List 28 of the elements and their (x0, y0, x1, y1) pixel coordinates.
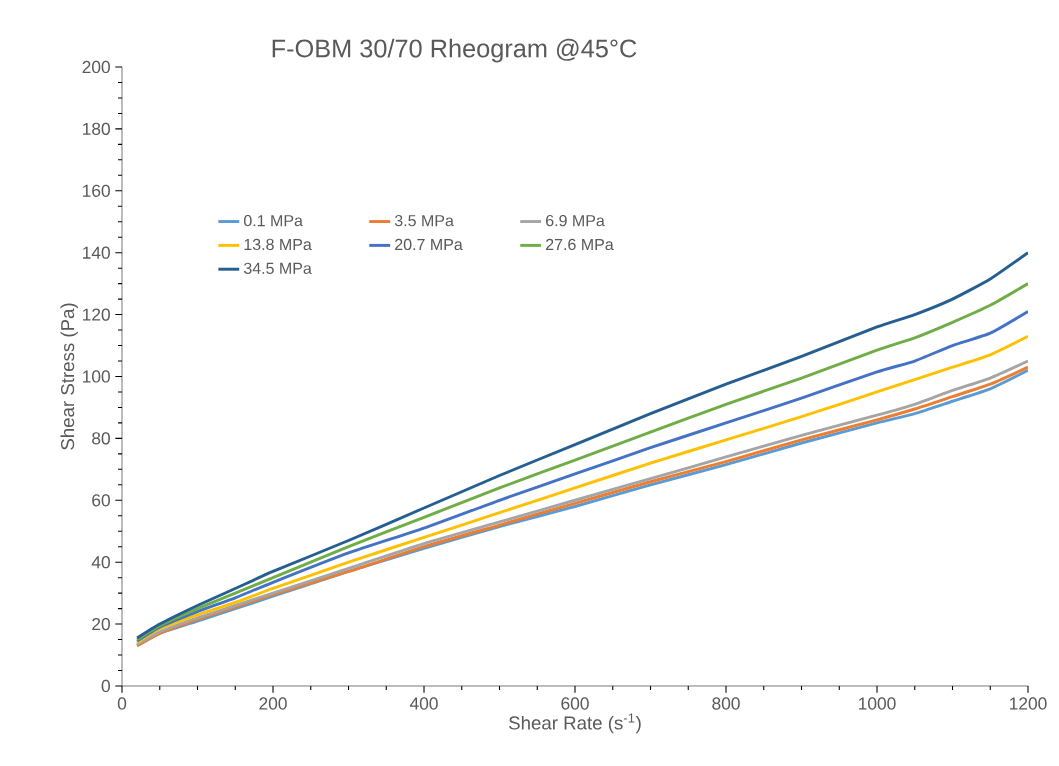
legend-label: 27.6 MPa (546, 238, 614, 251)
x-tick-label: 800 (712, 697, 740, 710)
x-tick-label: 1200 (1010, 697, 1047, 710)
x-axis-title: Shear Rate (s$^{-1}$) (509, 713, 641, 734)
legend-label: 6.9 MPa (546, 214, 605, 227)
chart-title: F-OBM 30/70 Rheogram @45°C (272, 38, 637, 63)
y-tick-label: 80 (92, 432, 110, 445)
y-axis-title: Shear Stress (Pa) (60, 303, 78, 450)
y-tick-label: 120 (83, 308, 110, 321)
legend-label: 34.5 MPa (243, 262, 312, 274)
x-tick-label: 400 (409, 697, 438, 710)
y-tick-label: 200 (82, 60, 110, 74)
legend-label: 0.1 MPa (243, 214, 303, 227)
legend-label: 20.7 MPa (395, 238, 463, 251)
y-tick-label: 0 (101, 679, 110, 693)
y-tick-label: 100 (83, 370, 110, 383)
y-tick-label: 140 (83, 246, 110, 259)
legend-label: 13.8 MPa (244, 238, 312, 251)
y-tick-label: 60 (92, 494, 110, 507)
y-tick-label: 20 (92, 617, 110, 631)
x-tick-label: 0 (117, 697, 127, 710)
x-tick-label: 600 (561, 697, 589, 710)
x-tick-label: 1000 (859, 697, 896, 710)
y-tick-label: 160 (83, 184, 110, 197)
legend-label: 3.5 MPa (394, 214, 454, 227)
y-tick-label: 180 (83, 122, 110, 136)
x-tick-label: 200 (259, 697, 287, 710)
y-tick-label: 40 (91, 556, 110, 569)
